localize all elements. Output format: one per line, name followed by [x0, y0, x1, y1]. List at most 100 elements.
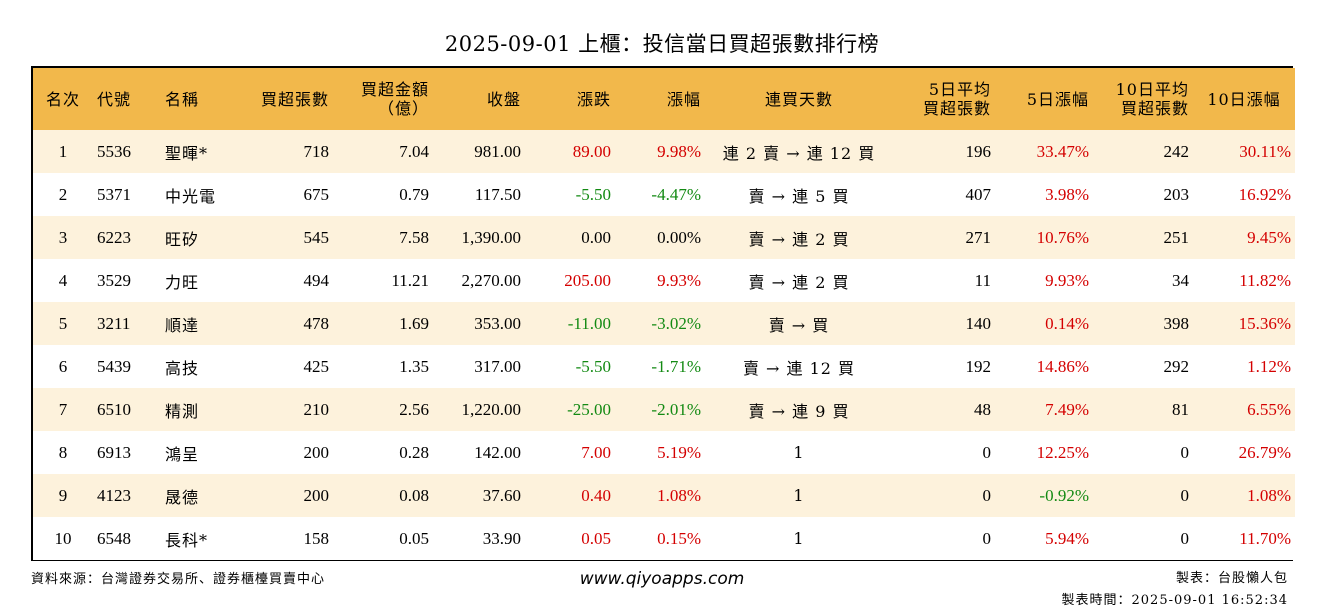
pct10-cell: 15.36% [1238, 313, 1291, 333]
table-row[interactable]: 8 6913 鴻呈 200 0.28 142.00 7.00 5.19% 1 0 12.25% 0 26… [33, 431, 1295, 474]
table-body: 1 5536 聖暉* 718 7.04 981.00 89.00 9.98% 連 2 賣 → 連… [33, 130, 1295, 560]
buy-amount-cell: 7.04 [399, 141, 429, 161]
change-pct-cell: -1.71% [651, 356, 701, 376]
name-cell: 力旺 [165, 272, 200, 292]
buy-lots-cell: 545 [303, 227, 330, 247]
column-header: 5日漲幅 [995, 68, 1093, 130]
column-header-label: 漲跌 [576, 89, 611, 109]
buy-lots-cell: 425 [303, 356, 330, 376]
buy-amount-cell: 2.56 [399, 399, 429, 419]
column-header-sublabel: （億） [377, 99, 429, 118]
buy-streak-cell: 賣 → 連 12 買 [742, 358, 856, 378]
table-row[interactable]: 6 5439 高技 425 1.35 317.00 -5.50 -1.71% 賣 → 連 12 … [33, 345, 1295, 388]
code-cell: 5439 [97, 356, 131, 376]
pct10-cell: 1.12% [1247, 356, 1291, 376]
table-row[interactable]: 1 5536 聖暉* 718 7.04 981.00 89.00 9.98% 連 2 賣 → 連… [33, 130, 1295, 173]
change-cell: 89.00 [572, 141, 611, 161]
column-header-label: 名次 [45, 89, 80, 109]
avg5-cell: 0 [982, 442, 992, 462]
rank-cell: 7 [58, 399, 68, 419]
table-row[interactable]: 2 5371 中光電 675 0.79 117.50 -5.50 -4.47% 賣 → 連 5 … [33, 173, 1295, 216]
column-header: 名次 [33, 68, 93, 130]
close-price-cell: 117.50 [474, 184, 521, 204]
table-row[interactable]: 5 3211 順達 478 1.69 353.00 -11.00 -3.02% 賣 → 買 140… [33, 302, 1295, 345]
avg10-cell: 0 [1180, 485, 1190, 505]
table-row[interactable]: 10 6548 長科* 158 0.05 33.90 0.05 0.15% 1 0 5.94% 0 11… [33, 517, 1295, 560]
buy-streak-cell: 賣 → 連 2 買 [748, 229, 850, 249]
change-cell: -11.00 [567, 313, 611, 333]
rank-cell: 4 [58, 270, 68, 290]
buy-amount-cell: 1.35 [399, 356, 429, 376]
close-price-cell: 1,220.00 [461, 399, 522, 419]
avg10-cell: 242 [1163, 141, 1190, 161]
buy-amount-cell: 0.08 [399, 485, 429, 505]
buy-lots-cell: 478 [303, 313, 330, 333]
column-header-label: 代號 [97, 89, 132, 109]
pct5-cell: 33.47% [1036, 141, 1089, 161]
change-pct-cell: 5.19% [657, 442, 701, 462]
column-header-label: 10日平均 [1115, 80, 1189, 99]
column-header-label: 買超張數 [260, 89, 329, 109]
column-header: 代號 [93, 68, 161, 130]
table-header-row: 名次 代號 名稱 買超張數 買超金額 （億） 收盤 漲跌 漲幅 連買天數 5日平均 買超張數 5日漲幅 1… [33, 68, 1295, 130]
column-header: 漲幅 [615, 68, 705, 130]
change-pct-cell: 9.93% [657, 270, 701, 290]
buy-streak-cell: 賣 → 買 [768, 315, 830, 335]
buy-lots-cell: 210 [303, 399, 330, 419]
avg5-cell: 48 [974, 399, 991, 419]
pct5-cell: 0.14% [1045, 313, 1089, 333]
name-cell: 順達 [165, 315, 200, 335]
name-cell: 鴻呈 [165, 444, 200, 464]
table-row[interactable]: 4 3529 力旺 494 11.21 2,270.00 205.00 9.93% 賣 → 連 … [33, 259, 1295, 302]
buy-lots-cell: 675 [303, 184, 330, 204]
code-cell: 6510 [97, 399, 131, 419]
column-header-label: 連買天數 [764, 89, 833, 109]
change-pct-cell: 1.08% [657, 485, 701, 505]
change-pct-cell: 0.00% [657, 227, 701, 247]
buy-lots-cell: 158 [303, 528, 330, 548]
change-cell: -5.50 [575, 356, 611, 376]
pct10-cell: 26.79% [1238, 442, 1291, 462]
table-row[interactable]: 7 6510 精測 210 2.56 1,220.00 -25.00 -2.01% 賣 → 連 … [33, 388, 1295, 431]
code-cell: 3211 [97, 313, 131, 333]
data-source-note: 資料來源：台灣證券交易所、證券櫃檯買賣中心 [31, 572, 326, 587]
column-header: 買超張數 [241, 68, 333, 130]
website-link[interactable]: www.qiyoapps.com [579, 569, 745, 589]
buy-streak-cell: 1 [793, 529, 805, 548]
column-header: 10日漲幅 [1193, 68, 1295, 130]
close-price-cell: 981.00 [474, 141, 521, 161]
column-header-label: 漲幅 [666, 89, 701, 109]
name-cell: 精測 [165, 401, 200, 421]
avg5-cell: 192 [965, 356, 992, 376]
buy-lots-cell: 494 [303, 270, 330, 290]
buy-amount-cell: 0.79 [399, 184, 429, 204]
name-cell: 聖暉* [165, 143, 209, 163]
buy-lots-cell: 200 [303, 485, 330, 505]
avg10-cell: 0 [1180, 442, 1190, 462]
name-cell: 旺矽 [165, 229, 200, 249]
buy-streak-cell: 賣 → 連 9 買 [748, 401, 850, 421]
table-row[interactable]: 9 4123 晟德 200 0.08 37.60 0.40 1.08% 1 0 -0.92% 0 1.0… [33, 474, 1295, 517]
ranking-table: 名次 代號 名稱 買超張數 買超金額 （億） 收盤 漲跌 漲幅 連買天數 5日平均 買超張數 5日漲幅 1… [33, 68, 1295, 560]
pct5-cell: -0.92% [1039, 485, 1089, 505]
buy-streak-cell: 連 2 賣 → 連 12 買 [722, 143, 876, 163]
close-price-cell: 317.00 [474, 356, 521, 376]
rank-cell: 5 [58, 313, 68, 333]
code-cell: 4123 [97, 485, 131, 505]
close-price-cell: 353.00 [474, 313, 521, 333]
change-cell: 0.05 [581, 528, 611, 548]
pct5-cell: 10.76% [1036, 227, 1089, 247]
generated-time: 製表時間：2025-09-01 16:52:34 [1061, 593, 1288, 608]
table-row[interactable]: 3 6223 旺矽 545 7.58 1,390.00 0.00 0.00% 賣 → 連 2 買… [33, 216, 1295, 259]
change-cell: -5.50 [575, 184, 611, 204]
avg10-cell: 81 [1172, 399, 1189, 419]
column-header-sublabel: 買超張數 [922, 99, 991, 118]
buy-lots-cell: 718 [303, 141, 330, 161]
avg10-cell: 0 [1180, 528, 1190, 548]
pct5-cell: 3.98% [1045, 184, 1089, 204]
maker-credit: 製表：台股懶人包 [1175, 571, 1288, 586]
name-cell: 高技 [165, 358, 200, 378]
buy-amount-cell: 7.58 [399, 227, 429, 247]
pct10-cell: 11.82% [1239, 270, 1291, 290]
rank-cell: 1 [58, 141, 68, 161]
